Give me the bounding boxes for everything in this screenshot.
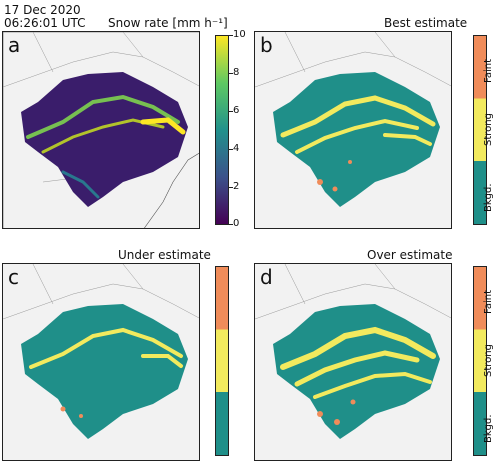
map-c-svg	[3, 264, 199, 439]
cbar-d-bkgd: Bkgd.	[483, 414, 494, 443]
map-d-svg	[255, 264, 451, 439]
colorbar-category-d	[473, 266, 487, 456]
variable-label: Snow rate [mm h⁻¹]	[108, 16, 228, 30]
colorbar-continuous	[215, 35, 229, 225]
panel-a-map: a	[2, 31, 200, 229]
snow-region-d	[273, 304, 440, 439]
cbar-b-bkgd: Bkgd.	[483, 183, 494, 212]
panel-b-letter: b	[260, 33, 273, 57]
cbar-tick-4: 4	[233, 143, 240, 154]
panel-d-title: Over estimate	[367, 248, 453, 262]
cbar-d-strong: Strong	[483, 344, 494, 377]
panel-c-map: c	[2, 263, 200, 461]
colorbar-category-b	[473, 35, 487, 225]
cbar-d-faint: Faint	[483, 290, 494, 314]
snow-region-b	[273, 72, 440, 207]
map-a-svg	[3, 32, 199, 228]
panel-c-letter: c	[8, 265, 19, 289]
map-b-svg	[255, 32, 451, 207]
cbar-tick-2: 2	[233, 181, 240, 192]
colorbar-category-c	[215, 266, 229, 456]
cbar-b-faint: Faint	[483, 59, 494, 83]
snow-region-c	[21, 304, 188, 439]
cbar-tick-0: 0	[233, 218, 240, 229]
cbar-tick-6: 6	[233, 105, 240, 116]
cbar-tick-8: 8	[233, 67, 240, 78]
panel-a-letter: a	[8, 33, 21, 57]
panel-d-map: d	[254, 263, 452, 461]
cbar-b-strong: Strong	[483, 113, 494, 146]
panel-d-letter: d	[260, 265, 273, 289]
panel-b-title: Best estimate	[384, 16, 468, 30]
time-label: 06:26:01 UTC	[4, 16, 86, 30]
panel-c-title: Under estimate	[118, 248, 211, 262]
date-label: 17 Dec 2020	[4, 3, 81, 17]
panel-b-map: b	[254, 31, 452, 229]
cbar-tick-10: 10	[233, 29, 246, 40]
